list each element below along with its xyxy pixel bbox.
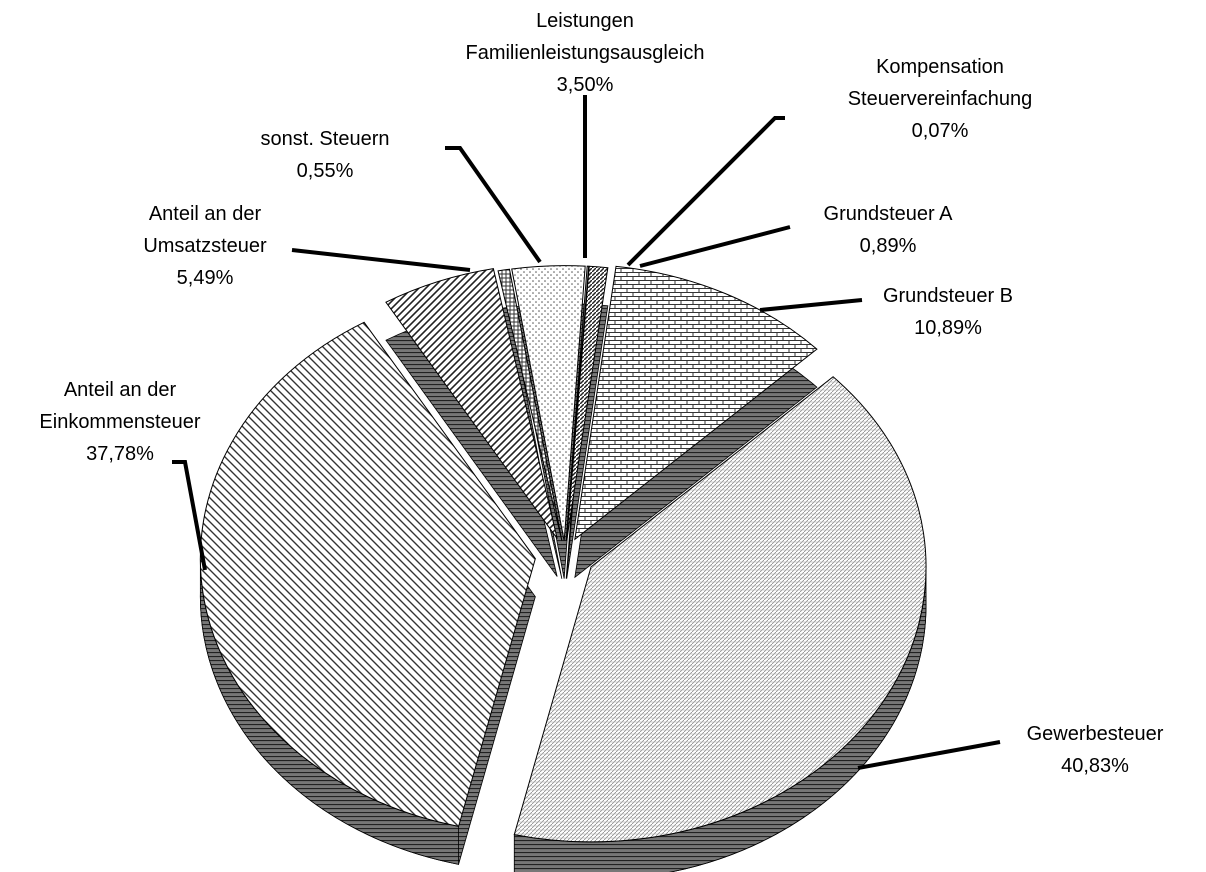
value-label: 0,07% [912,120,969,142]
slice [497,268,563,541]
leader-line [291,248,471,272]
leader-line [445,146,542,264]
value-label: 0,55% [297,160,354,182]
value-label: 10,89% [914,317,982,339]
value-label: 0,89% [860,235,917,257]
slice [513,376,927,843]
slice [574,265,818,541]
slice [385,268,558,539]
slice-label: Grundsteuer A [824,203,954,225]
slice-label: Gewerbesteuer [1027,723,1164,745]
value-label: 5,49% [177,267,234,289]
slice-label: Kompensation Steuervereinfachung [848,56,1033,110]
leader-line [172,460,207,571]
slice [199,321,536,827]
slice [511,265,586,541]
leader-line [626,116,785,267]
slice-label: sonst. Steuern [261,128,390,150]
value-label: 3,50% [557,74,614,96]
slice [566,265,609,541]
leader-line [639,225,791,268]
slice-label: Anteil an der Einkommensteuer [39,379,201,433]
slice [565,265,590,541]
value-label: 37,78% [86,443,154,465]
slice-label: Anteil an der Umsatzsteuer [143,203,267,257]
slice-label: Grundsteuer B [883,285,1013,307]
value-label: 40,83% [1061,755,1129,777]
slice-label: Leistungen Familienleistungsausgleich [465,10,704,64]
leader-line [759,298,863,312]
leader-line [857,740,1001,770]
